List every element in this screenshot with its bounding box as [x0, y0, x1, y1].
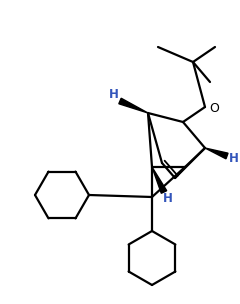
Text: H: H [163, 192, 173, 206]
Text: H: H [229, 151, 239, 164]
Polygon shape [152, 167, 167, 193]
Polygon shape [205, 148, 228, 159]
Text: H: H [109, 88, 119, 102]
Polygon shape [119, 98, 148, 113]
Text: O: O [209, 102, 219, 115]
